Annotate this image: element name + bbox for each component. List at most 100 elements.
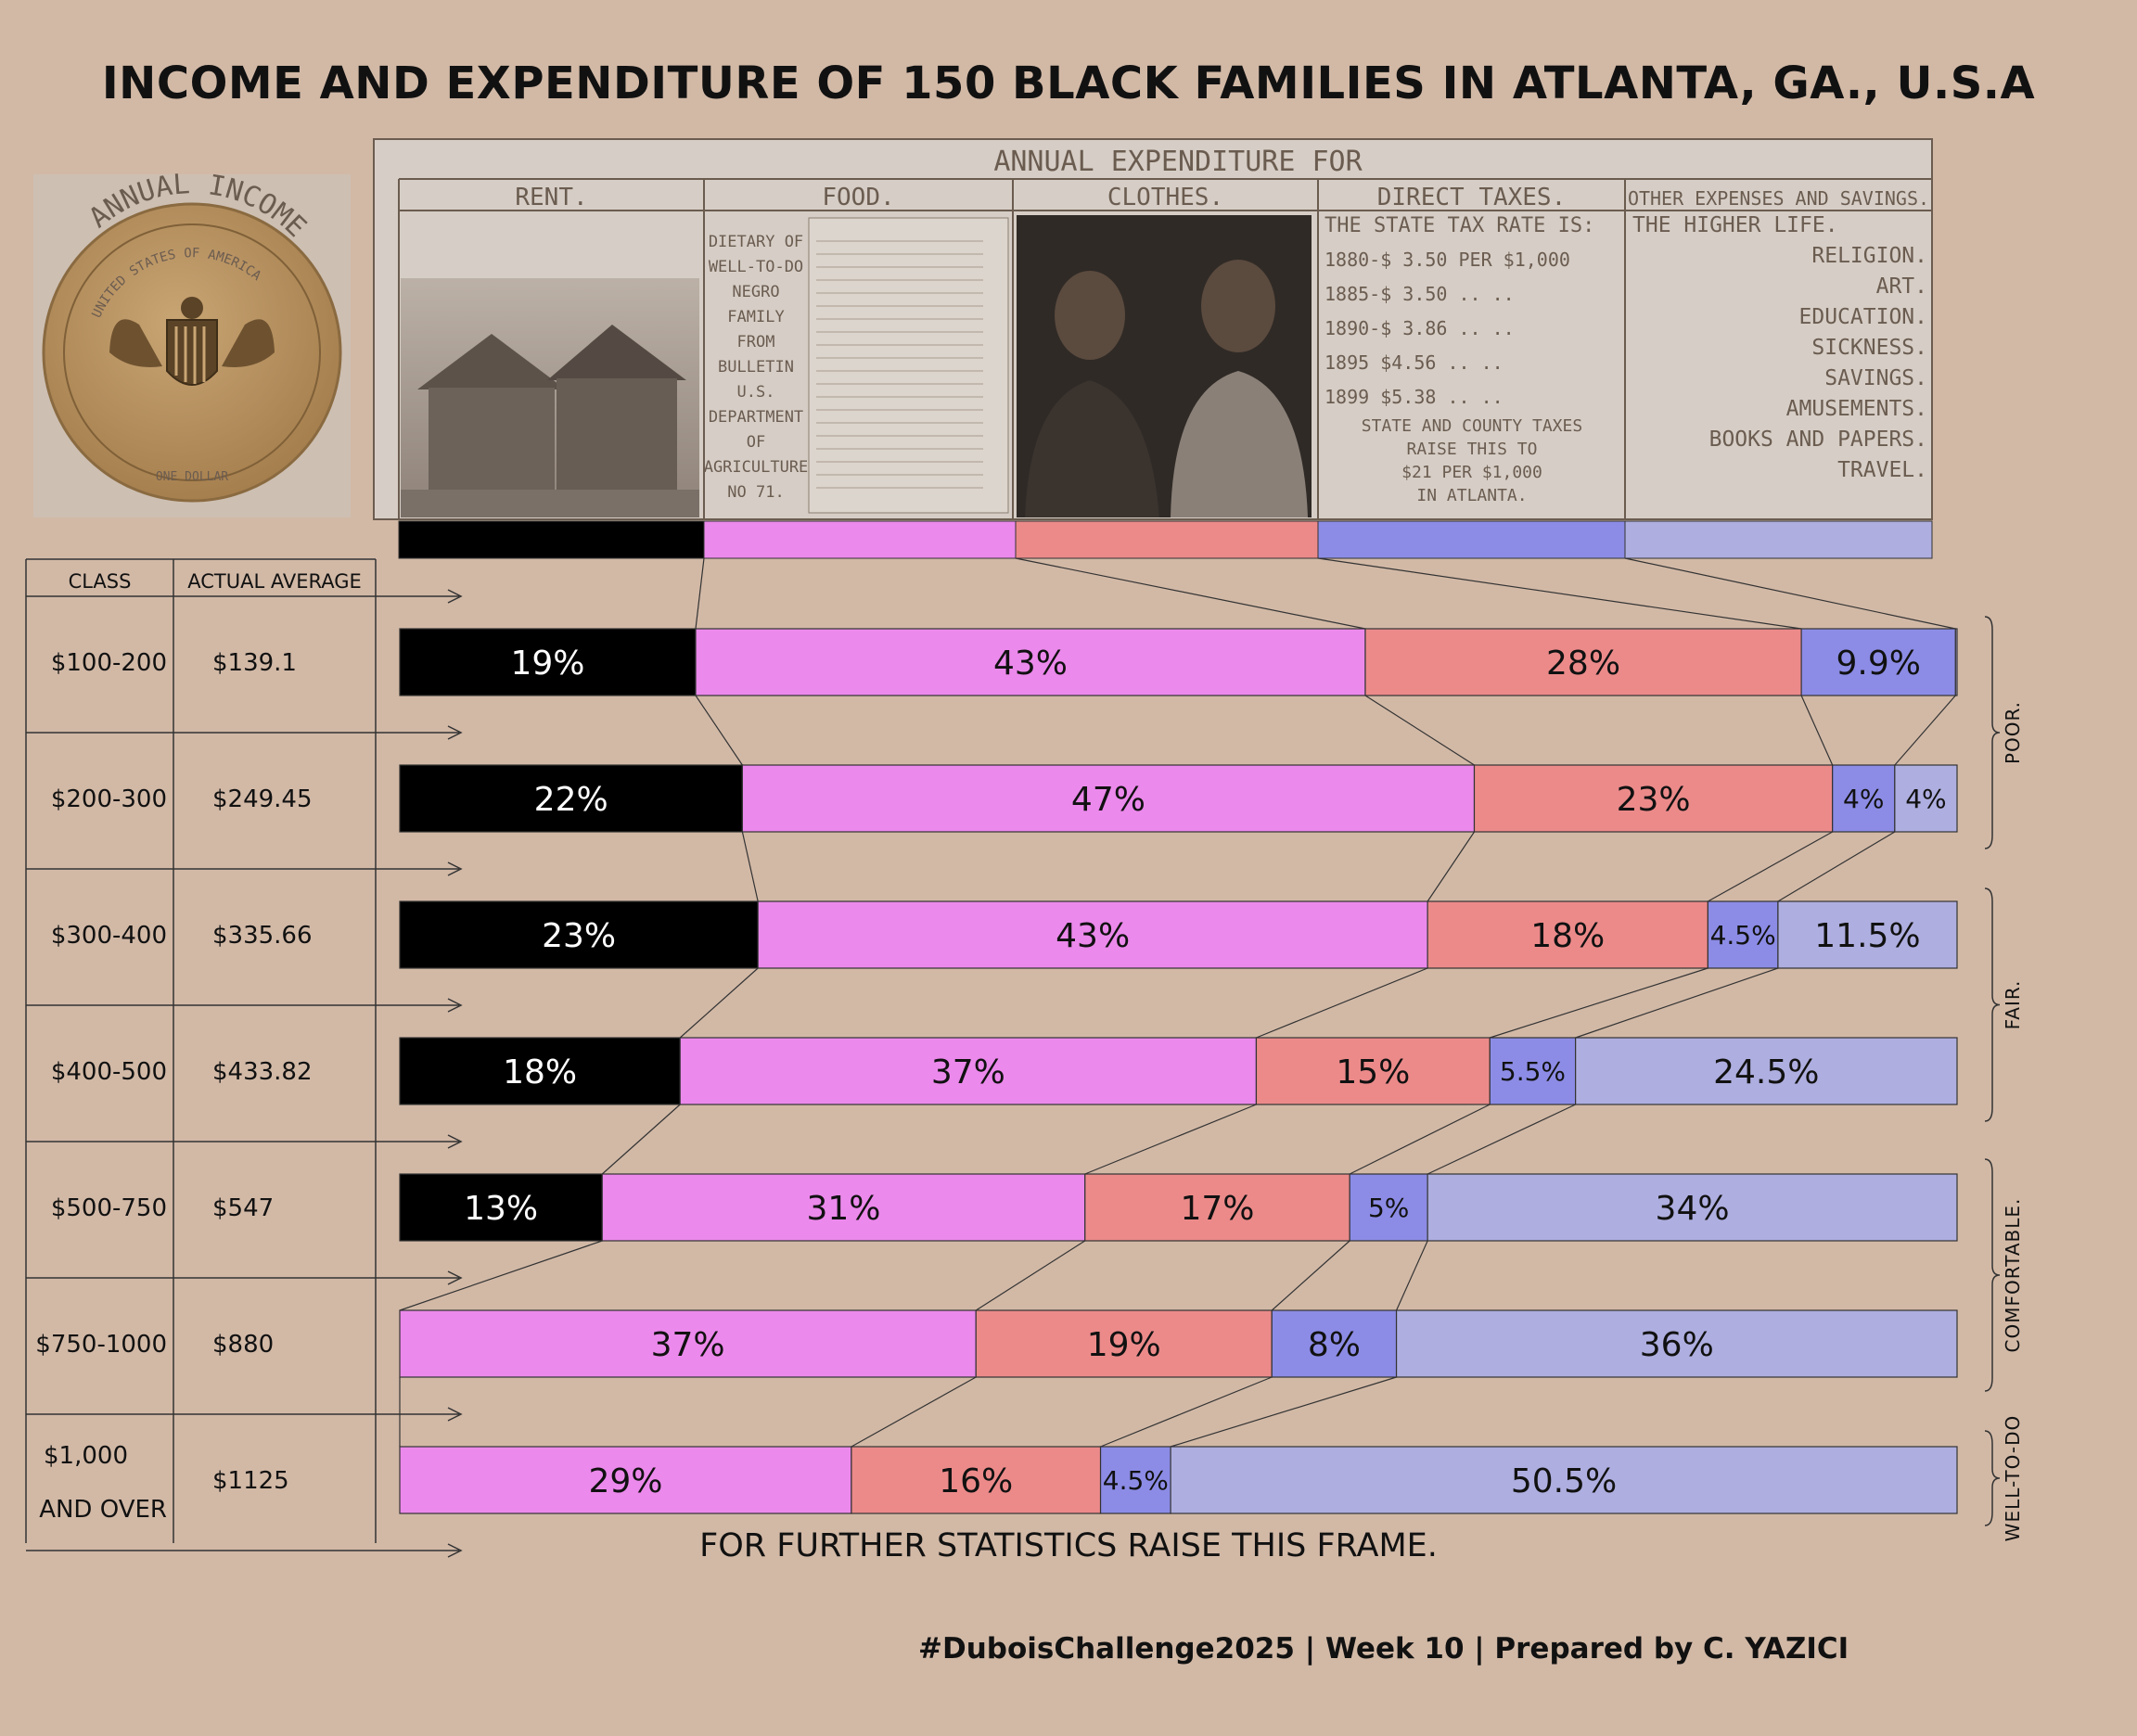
bar-segment — [757, 900, 1428, 969]
bar-segment — [1800, 628, 1956, 696]
table-average-cell: $1125 — [212, 1467, 289, 1495]
bar-segment — [1099, 1446, 1171, 1514]
bar-segment-label: 28% — [1546, 645, 1620, 683]
bar-segment-label: 19% — [1087, 1326, 1161, 1364]
house-icon — [401, 325, 699, 517]
table-average-cell: $335.66 — [212, 922, 313, 950]
other-text-line: SICKNESS. — [1811, 336, 1927, 360]
bar-segment-label: 22% — [534, 781, 608, 819]
group-label: POOR. — [2002, 701, 2024, 764]
coin-illustration: ANNUAL INCOME. UNITED STATES OF AMERICA … — [0, 0, 351, 517]
expenditure-photo-panel: ANNUAL EXPENDITURE FOR RENT. FOOD. CLOTHES… — [373, 138, 1933, 520]
group-label: FAIR. — [2002, 980, 2024, 1030]
food-text-line: DIETARY OF — [709, 233, 803, 251]
group-brace-icon — [1984, 616, 2001, 849]
bar-segment-label: 24.5% — [1713, 1053, 1819, 1091]
legend-swatch-rent — [398, 520, 705, 559]
legend-swatch-clothes — [1015, 520, 1319, 559]
bar-segment — [1954, 628, 1958, 696]
tax-text-line: STATE AND COUNTY TAXES — [1362, 416, 1582, 436]
bar-segment — [695, 628, 1366, 696]
table-class-cell: $100-200 — [51, 649, 167, 677]
bar-segment — [679, 1037, 1258, 1105]
footer-credit: #DuboisChallenge2025 | Week 10 | Prepare… — [918, 1632, 1849, 1666]
table-average-cell: $249.45 — [212, 785, 313, 813]
bar-segment-label: 31% — [807, 1190, 881, 1228]
table-class-cell: AND OVER — [39, 1496, 167, 1524]
bar-segment-label: 29% — [588, 1462, 662, 1500]
photo-column-header: OTHER EXPENSES AND SAVINGS. — [1628, 187, 1929, 210]
tax-text-line: RAISE THIS TO — [1407, 440, 1538, 459]
arrow-icon — [447, 862, 463, 876]
bar-segment — [399, 1037, 681, 1105]
table-average-cell: $880 — [212, 1331, 274, 1359]
food-text-line: WELL-TO-DO — [709, 258, 803, 276]
bar-segment-label: 47% — [1071, 781, 1145, 819]
bar-segment-label: 23% — [1617, 781, 1691, 819]
bar-segment-label: 9.9% — [1836, 645, 1920, 683]
bar-segment — [399, 1446, 852, 1514]
table-average-cell: $547 — [212, 1194, 274, 1222]
photo-column-header: CLOTHES. — [1107, 184, 1223, 211]
food-text-line: FAMILY — [727, 308, 784, 326]
table-header-class: CLASS — [69, 570, 132, 593]
bar-segment — [399, 900, 759, 969]
tax-text-line: 1899 $5.38 .. .. — [1324, 386, 1504, 408]
other-text-block: THE HIGHER LIFE. RELIGION. ART. EDUCATION. S… — [1632, 213, 1927, 482]
group-label: COMFORTABLE. — [2002, 1198, 2024, 1353]
bar-segment — [1255, 1037, 1491, 1105]
food-text-line: NO 71. — [727, 483, 784, 502]
photo-column-header: DIRECT TAXES. — [1377, 184, 1567, 211]
food-text-line: U.S. — [737, 383, 775, 402]
bar-segment-label: 34% — [1656, 1190, 1730, 1228]
bar-segment-label: 11.5% — [1814, 917, 1920, 955]
bar-segment — [399, 764, 743, 833]
tax-text-line: THE STATE TAX RATE IS: — [1324, 214, 1594, 237]
bar-segment-label: 19% — [510, 645, 584, 683]
raise-frame-note: FOR FURTHER STATISTICS RAISE THIS FRAME. — [699, 1527, 1438, 1564]
table-class-cell: $300-400 — [51, 922, 167, 950]
bar-segment-label: 5% — [1368, 1193, 1409, 1223]
bar-segment — [975, 1309, 1273, 1378]
bar-segment — [1489, 1037, 1577, 1105]
arrow-icon — [447, 1270, 463, 1285]
legend-strip — [398, 520, 1933, 559]
bar-segment-label: 17% — [1180, 1190, 1254, 1228]
food-text-line: BULLETIN — [718, 358, 794, 377]
arrow-icon — [447, 1134, 463, 1149]
food-text-line: AGRICULTURE — [704, 458, 809, 477]
photo-column-header: FOOD. — [822, 184, 894, 211]
other-text-line: SAVINGS. — [1824, 366, 1927, 390]
food-table — [808, 217, 1009, 514]
tax-text-line: 1890-$ 3.86 .. .. — [1324, 317, 1515, 339]
tax-text-line: 1885-$ 3.50 .. .. — [1324, 283, 1515, 305]
bar-segment-label: 13% — [464, 1190, 538, 1228]
other-text-line: ART. — [1876, 274, 1927, 299]
portrait-woman-icon — [1171, 260, 1308, 517]
portrait-boy-icon — [1025, 271, 1159, 517]
table-class-cell: $750-1000 — [35, 1331, 167, 1359]
bar-segment — [1395, 1309, 1958, 1378]
bar-segment-label: 15% — [1336, 1053, 1410, 1091]
coin-ring — [63, 223, 321, 481]
bar-segment-label: 18% — [1530, 917, 1605, 955]
arrow-icon — [447, 1543, 463, 1558]
class-table: CLASS ACTUAL AVERAGE $100-200 $139.1 $200-30… — [25, 558, 463, 1558]
tax-text-line: 1880-$ 3.50 PER $1,000 — [1324, 249, 1570, 271]
group-brace-icon — [1984, 1430, 2001, 1526]
arrow-icon — [447, 589, 463, 604]
bar-segment-label: 37% — [651, 1326, 725, 1364]
arrow-icon — [447, 725, 463, 740]
bar-segment-label: 8% — [1308, 1326, 1361, 1364]
group-brace-icon — [1984, 887, 2001, 1122]
bar-segment — [1777, 900, 1958, 969]
bar-segment-label: 50.5% — [1511, 1462, 1617, 1500]
table-class-cell: $500-750 — [51, 1194, 167, 1222]
tax-text-block: THE STATE TAX RATE IS: 1880-$ 3.50 PER $1… — [1324, 214, 1594, 505]
stacked-bars: 19% 43% 28% 9.9% 22% 47% 23% 4% 4% 23% 43% 18% 4.5% 1… — [399, 628, 1958, 1514]
bar-segment — [1427, 1173, 1958, 1242]
table-average-cell: $139.1 — [212, 649, 297, 677]
bar-segment-label: 4.5% — [1710, 920, 1776, 951]
bar-segment — [1707, 900, 1779, 969]
